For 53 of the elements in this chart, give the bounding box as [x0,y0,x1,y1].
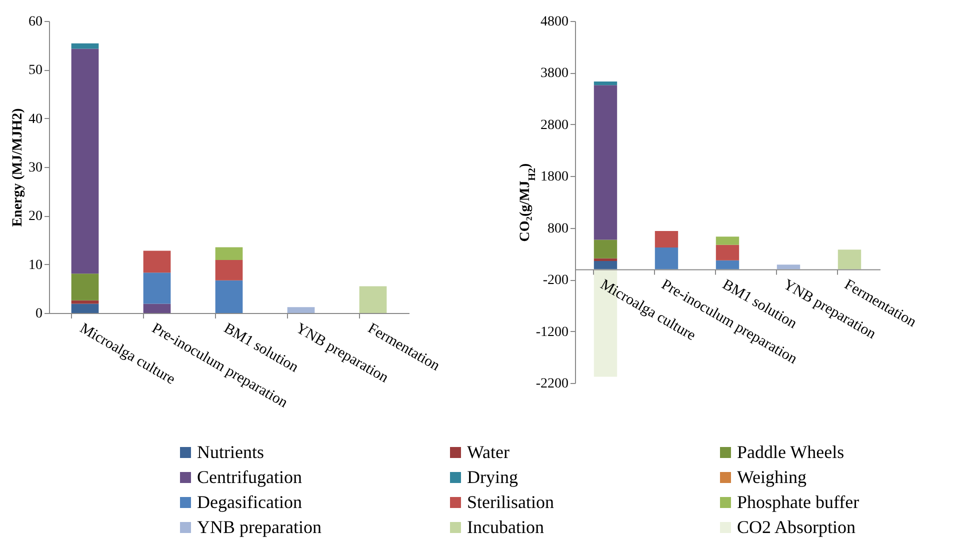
y-tick-label: 60 [28,14,42,30]
bar [716,236,740,245]
bar [71,304,99,313]
bar [776,264,800,270]
y-tick-label: 4800 [540,14,568,30]
bar [215,280,243,313]
legend-label: Drying [467,467,518,488]
bar [143,304,171,313]
bar [594,85,618,240]
bar [654,248,678,270]
legend-label: Sterilisation [467,492,554,513]
bar [287,307,315,313]
legend-label: Water [467,442,510,463]
y-tick-label: -2200 [536,376,568,392]
legend-label: CO2 Absorption [737,517,856,538]
legend-label: Paddle Wheels [737,442,844,463]
bar [215,247,243,260]
bar [838,250,862,270]
y-tick-label: 50 [28,63,42,78]
y-tick-label: 0 [36,306,42,322]
y-tick-label: 2800 [540,118,568,133]
bar [71,48,99,274]
legend-label: Centrifugation [197,467,302,488]
bar [594,260,618,270]
bar [594,258,618,261]
y-axis-title: Energy (MJ/MJH2) [10,108,26,227]
bar [654,230,678,248]
y-tick-label: 800 [548,221,568,236]
bar [716,260,740,270]
y-tick-label: 3800 [540,66,568,82]
legend-label: Degasification [197,492,302,513]
y-tick-label: 30 [28,160,42,176]
bar [594,82,618,86]
legend-label: Phosphate buffer [737,492,860,513]
bar [359,286,387,313]
y-tick-label: 40 [28,112,42,127]
y-tick-label: 10 [28,258,42,273]
legend-label: Nutrients [197,442,264,463]
bar [215,260,243,280]
y-tick-label: 20 [28,209,42,224]
bar [143,272,171,304]
y-tick-label: -1200 [536,324,568,340]
y-tick-label: -200 [542,273,568,288]
bar [71,43,99,49]
bar [716,244,740,260]
bar [71,300,99,304]
legend-label: Weighing [737,467,807,488]
bar [71,274,99,300]
legend-label: Incubation [467,517,544,538]
legend-label: YNB preparation [197,517,322,538]
bar [143,250,171,273]
bar [594,240,618,258]
y-tick-label: 1800 [540,170,568,185]
